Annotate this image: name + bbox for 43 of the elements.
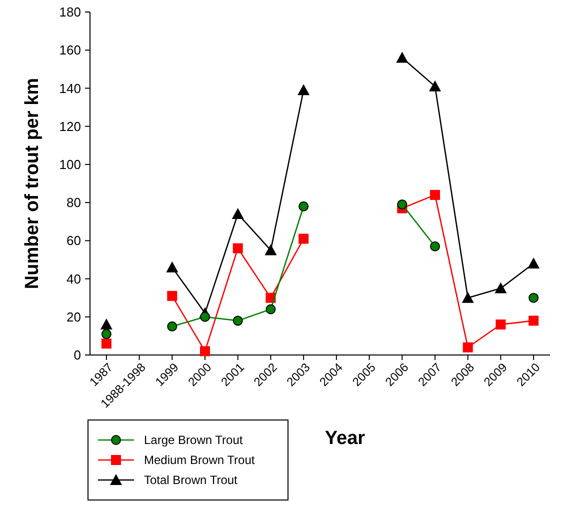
point — [232, 316, 243, 326]
y-tick-label: 20 — [66, 309, 81, 324]
y-tick-label: 120 — [59, 118, 81, 134]
point — [232, 208, 244, 219]
y-tick-label: 40 — [66, 271, 81, 286]
point — [494, 282, 507, 294]
point — [167, 290, 178, 301]
point — [264, 244, 277, 256]
point — [266, 304, 276, 314]
legend-label: Medium Brown Trout — [144, 453, 256, 468]
point — [528, 292, 539, 303]
y-tick-label: 140 — [59, 80, 81, 96]
point — [396, 52, 408, 63]
point — [200, 312, 210, 322]
point — [298, 234, 309, 244]
point — [462, 342, 473, 352]
point — [430, 190, 440, 200]
point — [101, 329, 112, 340]
y-tick-label: 60 — [66, 233, 81, 248]
point — [298, 201, 309, 212]
point — [166, 261, 178, 272]
point — [200, 346, 210, 356]
point — [232, 243, 243, 254]
point — [167, 321, 178, 332]
point — [430, 241, 440, 252]
point — [397, 199, 408, 210]
x-axis-title: Year — [324, 428, 366, 449]
point — [528, 258, 540, 269]
y-tick-label: 80 — [66, 195, 81, 210]
y-tick-label: 0 — [74, 348, 81, 363]
point — [462, 292, 474, 303]
point — [101, 338, 112, 349]
legend-label: Large Brown Trout — [144, 433, 244, 448]
y-tick-label: 180 — [59, 4, 81, 20]
point — [298, 84, 310, 96]
point — [528, 316, 539, 326]
y-tick-label: 100 — [59, 156, 81, 172]
point — [496, 320, 506, 330]
point — [429, 80, 441, 92]
point — [100, 318, 112, 330]
y-tick-label: 160 — [59, 42, 81, 58]
legend-label: Total Brown Trout — [144, 473, 238, 488]
y-axis-title: Number of trout per km — [22, 78, 43, 290]
